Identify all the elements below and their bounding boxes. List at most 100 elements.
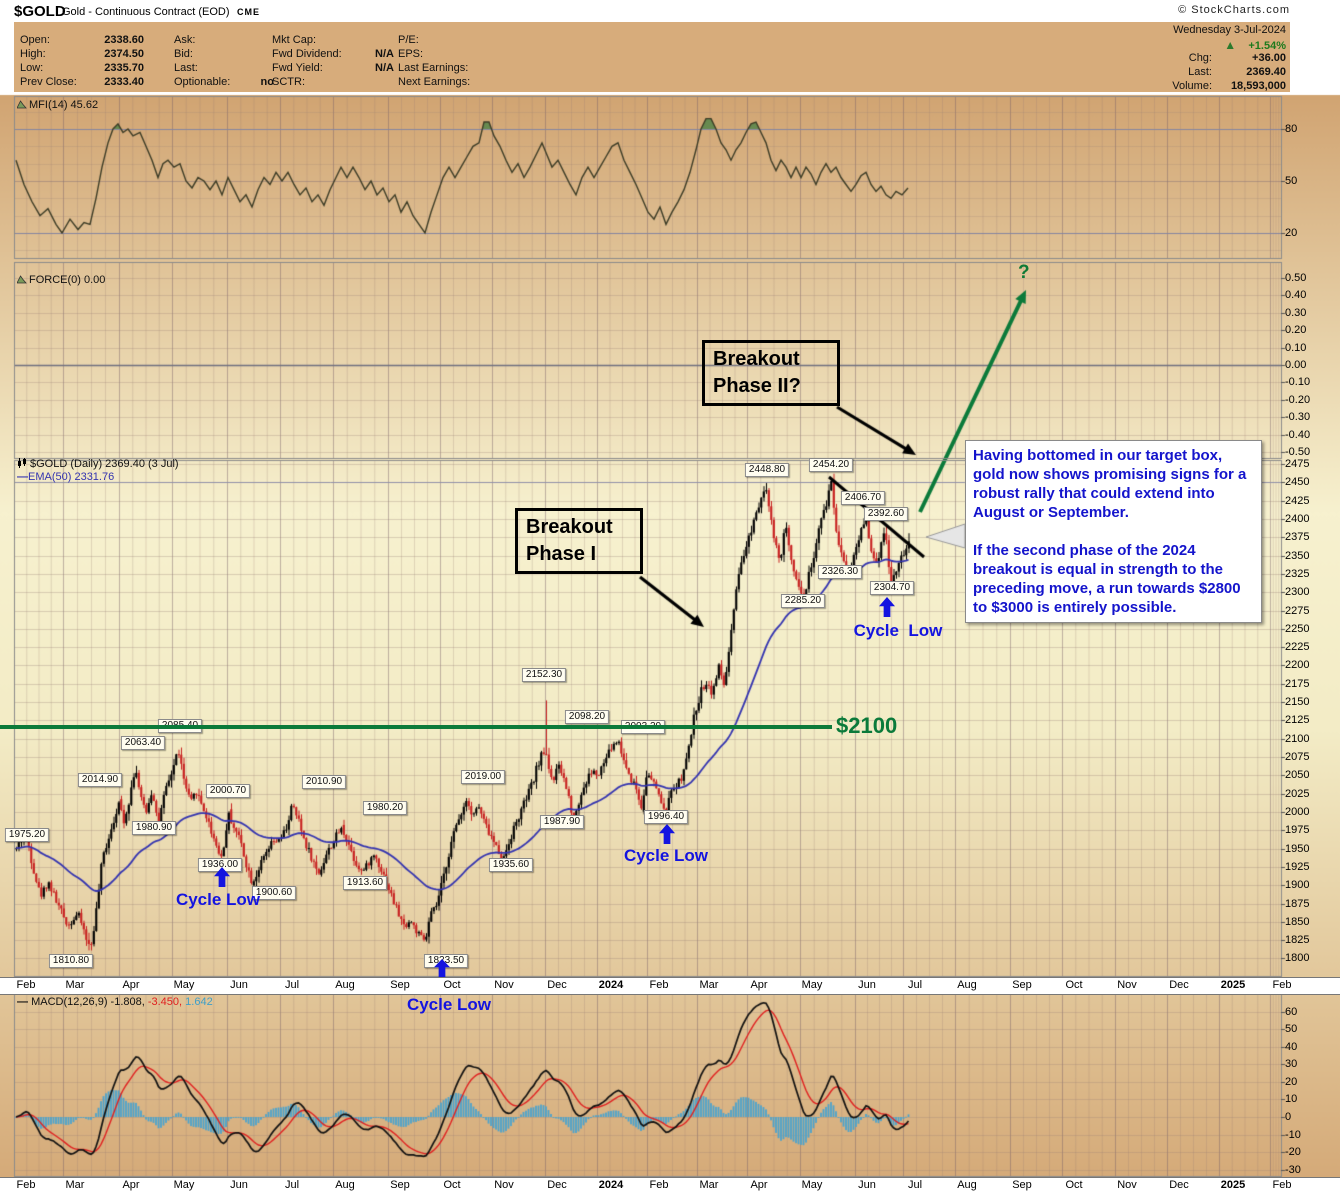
y-axis-label: 2375: [1285, 531, 1310, 544]
price-callout: 2019.00: [460, 770, 506, 784]
price-callout: 1913.60: [342, 876, 388, 890]
month-label: Aug: [957, 1179, 977, 1191]
price-legend: $GOLD (Daily) 2369.40 (3 Jul): [17, 458, 179, 470]
y-axis-label: 2475: [1285, 458, 1310, 470]
month-label: Feb: [649, 1179, 669, 1191]
mfi-legend: MFI(14) 45.62: [16, 99, 98, 111]
up-triangle-icon: ▲: [1224, 38, 1237, 52]
month-label: Sep: [390, 979, 410, 991]
y-axis-label: 2275: [1285, 604, 1310, 617]
month-label: Mar: [699, 1179, 719, 1191]
y-axis-label: 50: [1285, 1023, 1298, 1036]
y-axis-label: 10: [1285, 1093, 1298, 1106]
y-axis-label: -0.10: [1285, 376, 1311, 389]
y-axis-label: 0.30: [1285, 306, 1307, 319]
y-axis-label: 0: [1285, 1111, 1292, 1123]
quote-stat: Chg: +36.00: [1188, 52, 1286, 64]
y-axis-label: 2200: [1285, 659, 1310, 672]
y-axis-label: 2125: [1285, 714, 1310, 727]
y-axis-label: 2450: [1285, 476, 1310, 489]
month-label: Feb: [16, 1179, 36, 1191]
month-label: Jun: [230, 979, 248, 991]
stockcharts-credit-link[interactable]: © StockCharts.com: [1178, 4, 1290, 16]
ema-legend: —EMA(50) 2331.76: [17, 471, 115, 483]
month-label: Sep: [390, 1179, 410, 1191]
month-label: Apr: [750, 1179, 768, 1191]
force-legend: FORCE(0) 0.00: [16, 274, 105, 286]
y-axis-label: 2025: [1285, 787, 1310, 800]
month-label: Apr: [122, 979, 140, 991]
symbol-name: Gold - Continuous Contract (EOD): [62, 6, 230, 18]
month-label: Nov: [494, 979, 514, 991]
month-label: 2025: [1220, 979, 1246, 991]
y-axis-label: -0.20: [1285, 393, 1311, 406]
breakout-phase1-box: Breakout Phase I: [515, 508, 643, 574]
quote-field: High: 2374.50: [20, 48, 144, 60]
quote-field: Ask:: [174, 34, 196, 46]
month-label: Jun: [858, 979, 876, 991]
month-label: Dec: [1169, 1179, 1189, 1191]
y-axis-label: 1975: [1285, 824, 1310, 837]
quote-field: Optionable: no: [174, 76, 274, 88]
price-callout: 2152.30: [521, 668, 567, 682]
support-line-label: $2100: [836, 713, 898, 738]
y-axis-label: 80: [1285, 123, 1298, 135]
y-axis-label: 1825: [1285, 934, 1310, 947]
y-axis-label: 2225: [1285, 641, 1310, 654]
cycle-low-label: Cycle Low: [175, 890, 261, 909]
price-callout: 2448.80: [744, 463, 790, 477]
month-label: Mar: [699, 979, 719, 991]
y-axis-label: 2400: [1285, 512, 1310, 525]
y-axis-label: 2250: [1285, 622, 1310, 635]
y-axis-label: 2100: [1285, 732, 1310, 745]
month-label: Feb: [16, 979, 36, 991]
y-axis-label: 30: [1285, 1058, 1298, 1071]
indicator-icon: [16, 100, 27, 109]
y-axis-label: 2150: [1285, 696, 1310, 709]
quote-field: Fwd Dividend: N/A: [272, 48, 394, 60]
month-label: Oct: [443, 1179, 461, 1191]
price-callout: 1987.90: [539, 815, 585, 829]
month-label: Feb: [1272, 979, 1292, 991]
quote-field: P/E:: [398, 34, 419, 46]
month-label: Oct: [1065, 1179, 1083, 1191]
month-label: Jun: [230, 1179, 248, 1191]
quote-date: Wednesday 3-Jul-2024: [1173, 24, 1286, 36]
y-axis-label: 20: [1285, 1075, 1298, 1088]
y-axis-label: 2050: [1285, 769, 1310, 782]
y-axis-label: 1875: [1285, 897, 1310, 910]
quote-field: Prev Close: 2333.40: [20, 76, 144, 88]
month-label: Apr: [122, 1179, 140, 1191]
quote-field: Fwd Yield: N/A: [272, 62, 394, 74]
month-label: Dec: [547, 979, 567, 991]
month-label: Oct: [443, 979, 461, 991]
month-label: Jul: [284, 1179, 300, 1191]
commentary-paragraph: If the second phase of the 2024 breakout…: [973, 542, 1241, 616]
month-label: Dec: [547, 1179, 567, 1191]
x-axis-band-main: Feb Mar Apr May Jun Jul Aug Sep Oct Nov Dec 2024 Feb…: [0, 977, 1340, 995]
month-label: 2024: [598, 1179, 624, 1191]
month-label: Apr: [750, 979, 768, 991]
y-axis-label: 2300: [1285, 586, 1310, 599]
price-callout: 2285.20: [780, 594, 826, 608]
commentary-box: Having bottomed in our target box, gold …: [965, 440, 1262, 623]
y-axis-label: -0.40: [1285, 428, 1311, 441]
y-axis-label: 0.50: [1285, 272, 1307, 284]
month-label: Nov: [494, 1179, 514, 1191]
cycle-low-label: Cycle Low: [406, 995, 492, 1014]
quote-field: EPS:: [398, 48, 424, 60]
price-callout: 1823.50: [423, 954, 469, 968]
quote-field: Open: 2338.60: [20, 34, 144, 46]
commentary-paragraph: Having bottomed in our target box, gold …: [973, 447, 1247, 521]
month-label: Jul: [907, 1179, 923, 1191]
month-label: Sep: [1012, 979, 1032, 991]
price-callout: 1975.20: [4, 828, 50, 842]
y-axis-label: 1900: [1285, 879, 1310, 892]
quote-stat: Volume: 18,593,000: [1172, 80, 1286, 92]
y-axis-label: -30: [1285, 1163, 1301, 1176]
month-label: Aug: [957, 979, 977, 991]
x-axis-band-bottom: Feb Mar Apr May Jun Jul Aug Sep Oct Nov Dec 2024 Feb…: [0, 1177, 1340, 1192]
price-callout: 2000.70: [205, 784, 251, 798]
y-axis-label: -20: [1285, 1146, 1301, 1159]
cycle-low-label: Cycle Low: [623, 846, 709, 865]
